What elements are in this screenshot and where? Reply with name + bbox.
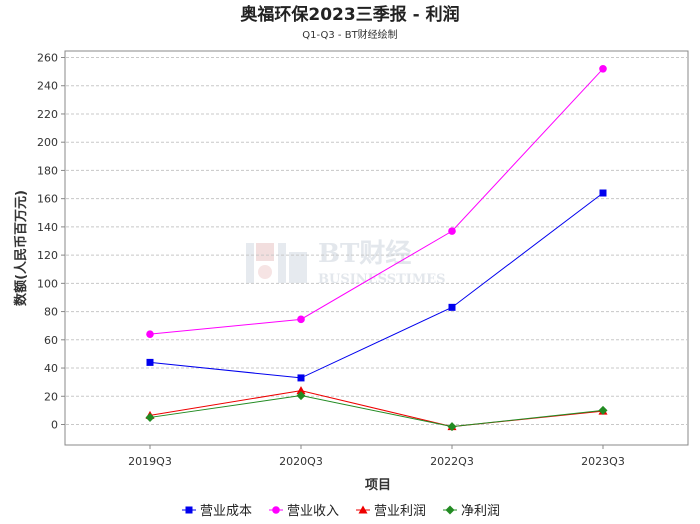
- watermark-brand: BT财经: [318, 238, 411, 269]
- legend-item: 营业收入: [269, 504, 339, 519]
- x-tick-label: 2019Q3: [128, 455, 172, 468]
- series-1: [146, 189, 607, 382]
- y-tick-label: 180: [37, 164, 58, 177]
- y-tick-label: 100: [37, 277, 58, 290]
- series-line: [149, 395, 604, 428]
- watermark-sub: BUSINESSTIMES: [318, 272, 446, 287]
- data-point: [447, 422, 457, 432]
- data-point: [297, 374, 305, 382]
- data-point: [599, 64, 607, 73]
- x-tick-label: 2023Q3: [581, 455, 625, 468]
- legend-item: 营业成本: [182, 504, 252, 519]
- series: [145, 64, 608, 432]
- y-tick-label: 260: [37, 52, 58, 65]
- y-tick-label: 80: [44, 306, 58, 319]
- y-tick-label: 240: [37, 80, 58, 93]
- data-point: [145, 412, 155, 422]
- data-point: [146, 330, 154, 338]
- series-4: [145, 391, 608, 432]
- x-axis-label: 项目: [365, 478, 391, 493]
- legend-label: 营业成本: [200, 504, 252, 519]
- data-point: [598, 405, 608, 415]
- y-axis: 0 20 40 60 80 100 120 140 160 180 200 220 240 260: [37, 52, 65, 432]
- x-tick-label: 2020Q3: [279, 455, 323, 468]
- y-tick-label: 40: [44, 362, 58, 375]
- legend: 营业成本 营业收入 营业利润 净利润: [182, 504, 500, 519]
- data-point: [448, 227, 456, 235]
- y-tick-label: 0: [51, 419, 58, 432]
- x-axis: 2019Q3 2020Q3 2022Q3 2023Q3: [128, 445, 625, 468]
- y-tick-label: 200: [37, 136, 58, 149]
- data-point: [297, 315, 305, 324]
- y-tick-label: 140: [37, 221, 58, 234]
- legend-marker: [358, 505, 368, 514]
- legend-item: 营业利润: [356, 504, 426, 519]
- plot-area: [64, 50, 689, 446]
- y-tick-label: 60: [44, 334, 58, 347]
- legend-label: 营业利润: [374, 504, 426, 519]
- chart-subtitle: Q1-Q3 - BT财经绘制: [302, 28, 397, 41]
- legend-item: 净利润: [443, 504, 500, 519]
- y-tick-label: 20: [44, 390, 58, 403]
- series-line: [149, 192, 604, 379]
- y-tick-label: 120: [37, 249, 58, 262]
- data-point: [296, 391, 306, 401]
- grid: [66, 57, 687, 425]
- series-2: [146, 64, 607, 338]
- series-line: [149, 68, 604, 335]
- y-axis-label: 数额(人民币百万元): [13, 190, 29, 306]
- x-tick-label: 2022Q3: [430, 455, 474, 468]
- y-tick-label: 220: [37, 108, 58, 121]
- data-point: [146, 358, 154, 366]
- legend-marker: [272, 506, 280, 514]
- legend-marker: [445, 505, 455, 515]
- chart-title: 奥福环保2023三季报 - 利润: [240, 4, 459, 25]
- legend-marker: [185, 506, 193, 514]
- y-tick-label: 160: [37, 193, 58, 206]
- data-point: [448, 303, 456, 311]
- data-point: [296, 386, 306, 395]
- data-point: [599, 189, 607, 197]
- legend-label: 营业收入: [287, 504, 339, 519]
- legend-label: 净利润: [461, 504, 500, 519]
